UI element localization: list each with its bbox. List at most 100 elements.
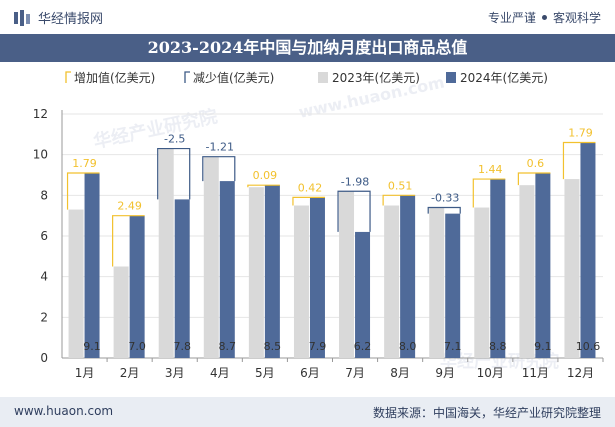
change-bracket: [517, 172, 551, 186]
legend-label-2: 2023年(亿美元): [332, 70, 420, 85]
bar-2023: [203, 156, 219, 358]
legend-label-1: 减少值(亿美元): [193, 70, 274, 85]
legend-2024-swatch: [446, 72, 456, 83]
site-name: 华经情报网: [38, 12, 104, 27]
bar-2024: [219, 181, 235, 358]
bar-2024: [580, 142, 596, 358]
bar-2023: [158, 148, 174, 358]
y-tick-label: 6: [40, 229, 48, 243]
bar-label-2024: 10.6: [576, 340, 601, 353]
change-label: 1.79: [568, 126, 593, 139]
top-bar: 华经情报网 专业严谨 客观科学: [0, 0, 615, 34]
watermark-text: 华经产业研究院: [91, 105, 219, 153]
tagline-left: 专业严谨: [487, 11, 536, 25]
bar-2024: [490, 179, 506, 358]
x-tick-label: 8月: [390, 366, 410, 380]
change-bracket: [112, 215, 145, 267]
bar-2024: [400, 195, 416, 358]
y-tick-label: 2: [40, 310, 48, 324]
bar-2023: [339, 191, 355, 358]
x-tick-label: 3月: [165, 366, 185, 380]
bar-2024: [355, 231, 371, 358]
x-axis: 1月 2月 3月 4月 5月 6月 7月 8月 9月 10月 11月 12月: [75, 358, 604, 380]
bar-2023: [248, 187, 264, 358]
footer-url[interactable]: www.huaon.com: [14, 404, 114, 418]
bar-label-2024: 7.9: [309, 340, 327, 353]
change-bracket: [202, 156, 236, 182]
legend-2023-swatch: [318, 72, 328, 83]
y-tick-label: 8: [40, 188, 48, 202]
bar-label-2024: 9.1: [534, 340, 552, 353]
change-label: -0.33: [431, 192, 459, 205]
x-tick-label: 4月: [210, 366, 230, 380]
x-tick-label: 11月: [522, 366, 549, 380]
legend-label-0: 增加值(亿美元): [74, 70, 155, 85]
x-tick-label: 1月: [75, 366, 95, 380]
bar-label-2024: 8.5: [264, 340, 282, 353]
change-label: 0.6: [527, 157, 545, 170]
legend-increase-swatch: [65, 71, 71, 83]
bar-2024: [264, 185, 280, 358]
change-bracket: [157, 147, 191, 200]
bar-2023: [113, 266, 129, 358]
bar-2023: [384, 205, 400, 358]
change-bracket: [66, 172, 100, 210]
bar-2023: [293, 205, 309, 358]
y-tick-label: 4: [40, 270, 48, 284]
legend-label-3: 2024年(亿美元): [460, 70, 548, 85]
y-tick-label: 12: [33, 107, 48, 121]
tagline-right: 客观科学: [552, 11, 601, 25]
brand[interactable]: 华经情报网: [14, 8, 103, 27]
bar-2024: [535, 172, 551, 358]
bar-label-2024: 8.7: [219, 340, 237, 353]
x-tick-label: 10月: [477, 366, 504, 380]
chart-title: 2023-2024年中国与加纳月度出口商品总值: [0, 34, 615, 62]
bar-2024: [129, 215, 145, 358]
change-bracket: [337, 190, 371, 232]
bar-label-2024: 9.1: [83, 340, 101, 353]
bar-2024: [309, 197, 325, 358]
bar-2024: [174, 199, 190, 358]
bar-label-2024: 7.8: [173, 340, 191, 353]
change-bracket: [247, 184, 280, 188]
change-bracket: [562, 141, 596, 180]
legend-decrease-swatch: [184, 71, 190, 83]
huajing-logo-icon: [14, 9, 30, 26]
footer: www.huaon.com 数据来源：中国海关，华经产业研究院整理: [0, 397, 615, 427]
tagline: 专业严谨 客观科学: [488, 9, 601, 26]
change-bracket: [472, 178, 506, 208]
bars: 9.1 1.79 7.0 2.49 7.8 -2.5 8.7 -1.21 8.5 0.09 7.9 0…: [66, 126, 601, 358]
x-tick-label: 12月: [567, 366, 594, 380]
change-label: 2.49: [117, 200, 142, 213]
x-tick-label: 7月: [345, 366, 365, 380]
bar-label-2024: 7.0: [128, 340, 146, 353]
change-bracket: [382, 194, 416, 206]
legend: 增加值(亿美元) 减少值(亿美元) 2023年(亿美元) 2024年(亿美元): [65, 70, 548, 85]
bar-label-2024: 6.2: [354, 340, 372, 353]
change-label: 0.09: [253, 169, 278, 182]
bar-label-2024: 8.8: [489, 340, 507, 353]
change-label: -1.98: [341, 175, 369, 188]
bar-2024: [445, 213, 461, 358]
data-source: 数据来源：中国海关，华经产业研究院整理: [372, 406, 601, 420]
change-label: 1.79: [72, 157, 97, 170]
bar-label-2024: 8.0: [399, 340, 417, 353]
change-label: -2.5: [164, 133, 185, 146]
change-label: 0.42: [298, 181, 323, 194]
bar-2023: [429, 207, 445, 358]
change-label: 1.44: [478, 163, 503, 176]
x-tick-label: 2月: [120, 366, 140, 380]
change-bracket: [427, 206, 461, 214]
bar-2023: [68, 209, 84, 358]
x-tick-label: 9月: [435, 366, 455, 380]
y-tick-label: 0: [40, 351, 48, 365]
bar-chart: 华经产业研究院 www.huaon.com 华经产业研究院 增加值(亿美元) 减少…: [33, 70, 604, 380]
x-tick-label: 6月: [300, 366, 320, 380]
bar-2023: [564, 179, 580, 358]
x-tick-label: 5月: [255, 366, 275, 380]
separator-dot-icon: [541, 15, 547, 20]
bar-label-2024: 7.1: [444, 340, 462, 353]
bar-2023: [519, 185, 535, 358]
change-label: 0.51: [388, 179, 413, 192]
change-label: -1.21: [206, 141, 234, 154]
